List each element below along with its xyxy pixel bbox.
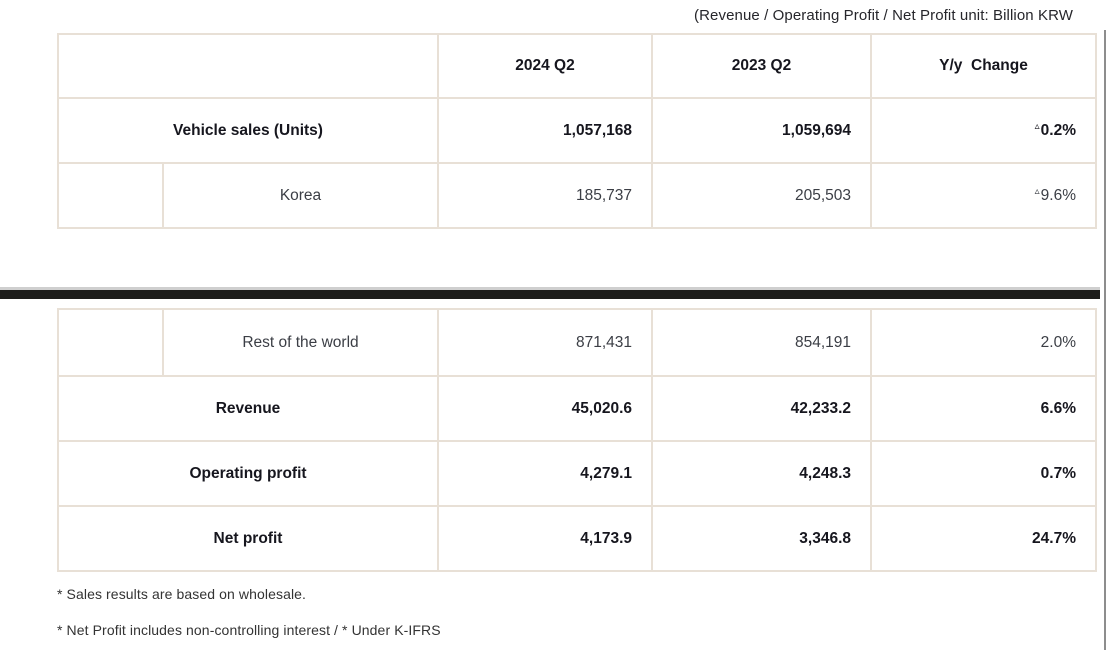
value-2023q2: 854,191 bbox=[651, 310, 870, 375]
yoy-value: 9.6% bbox=[1040, 186, 1076, 204]
unit-note: (Revenue / Operating Profit / Net Profit… bbox=[694, 7, 1074, 24]
yoy-value: 24.7% bbox=[1032, 529, 1076, 547]
yoy-value: 6.6% bbox=[1040, 399, 1076, 417]
header-2023q2: 2023 Q2 bbox=[651, 35, 870, 97]
value-2024q2: 1,057,168 bbox=[437, 99, 651, 162]
page-right-edge bbox=[1104, 30, 1106, 650]
row-label: Korea bbox=[162, 164, 437, 227]
value-yoy-change: ▵ 0.2% bbox=[870, 99, 1095, 162]
value-yoy-change: 2.0% bbox=[870, 310, 1095, 375]
row-label: Revenue bbox=[215, 399, 281, 417]
row-label: Vehicle sales (Units) bbox=[173, 121, 323, 139]
table-header-row: 2024 Q2 2023 Q2 Y/y Change bbox=[59, 35, 1095, 97]
decrease-triangle-icon: ▵ bbox=[1034, 185, 1040, 197]
value-yoy-change: 0.7% bbox=[870, 442, 1095, 505]
table-row: Revenue 45,020.6 42,233.2 6.6% bbox=[59, 375, 1095, 440]
value-2024q2: 871,431 bbox=[437, 310, 651, 375]
row-label: Operating profit bbox=[189, 464, 307, 482]
table-row: Net profit 4,173.9 3,346.8 24.7% bbox=[59, 505, 1095, 570]
table-row: Vehicle sales (Units) 1,057,168 1,059,694 ▵… bbox=[59, 97, 1095, 162]
yoy-value: 0.2% bbox=[1040, 121, 1076, 139]
decrease-triangle-icon: ▵ bbox=[1034, 120, 1040, 132]
row-label: Rest of the world bbox=[162, 310, 437, 375]
value-2024q2: 45,020.6 bbox=[437, 377, 651, 440]
value-2023q2: 42,233.2 bbox=[651, 377, 870, 440]
value-2023q2: 3,346.8 bbox=[651, 507, 870, 570]
value-2023q2: 205,503 bbox=[651, 164, 870, 227]
row-indent-cell bbox=[59, 310, 162, 375]
table-row: Rest of the world 871,431 854,191 2.0% bbox=[59, 310, 1095, 375]
value-2023q2: 4,248.3 bbox=[651, 442, 870, 505]
value-yoy-change: 24.7% bbox=[870, 507, 1095, 570]
value-yoy-change: 6.6% bbox=[870, 377, 1095, 440]
table-row: Operating profit 4,279.1 4,248.3 0.7% bbox=[59, 440, 1095, 505]
footnote-wholesale: * Sales results are based on wholesale. bbox=[57, 586, 307, 602]
results-table-top: 2024 Q2 2023 Q2 Y/y Change Vehicle sales (U… bbox=[57, 33, 1097, 229]
page-break-shadow bbox=[0, 287, 1100, 290]
table-row: Korea 185,737 205,503 ▵ 9.6% bbox=[59, 162, 1095, 227]
page-break-bar bbox=[0, 290, 1100, 299]
value-2024q2: 185,737 bbox=[437, 164, 651, 227]
value-2024q2: 4,173.9 bbox=[437, 507, 651, 570]
row-label: Net profit bbox=[213, 529, 283, 547]
results-table-bottom: Rest of the world 871,431 854,191 2.0% Reven… bbox=[57, 308, 1097, 572]
row-indent-cell bbox=[59, 164, 162, 227]
value-2023q2: 1,059,694 bbox=[651, 99, 870, 162]
footnote-kifrs: * Net Profit includes non-controlling in… bbox=[57, 622, 441, 638]
header-yoy-change: Y/y Change bbox=[870, 35, 1095, 97]
header-2024q2: 2024 Q2 bbox=[437, 35, 651, 97]
yoy-value: 0.7% bbox=[1040, 464, 1076, 482]
header-blank-cell bbox=[59, 35, 437, 97]
value-yoy-change: ▵ 9.6% bbox=[870, 164, 1095, 227]
yoy-value: 2.0% bbox=[1040, 333, 1076, 351]
value-2024q2: 4,279.1 bbox=[437, 442, 651, 505]
